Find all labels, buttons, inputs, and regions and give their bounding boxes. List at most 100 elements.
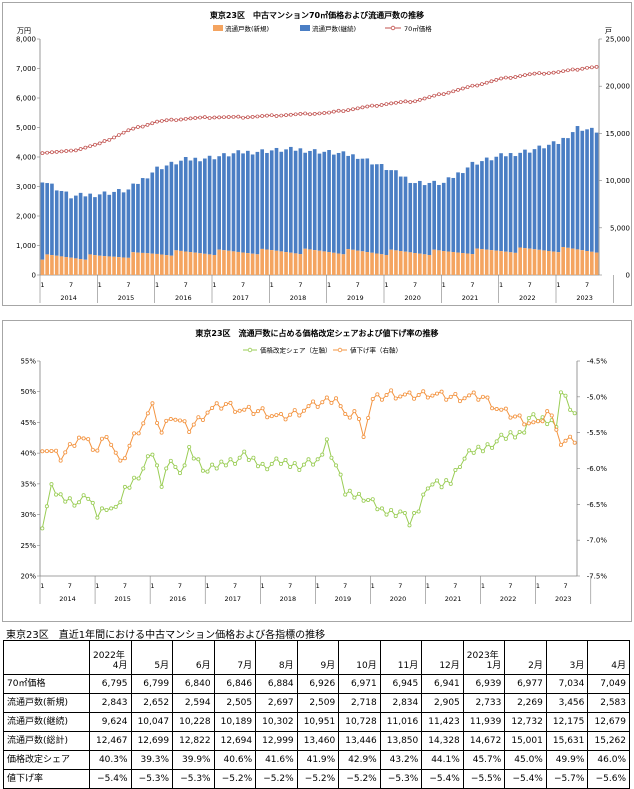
price-reduction-rate-point xyxy=(214,401,219,406)
price-point xyxy=(112,135,116,140)
table-cell: 10,228 xyxy=(172,712,215,732)
bar-continuing-units xyxy=(83,196,88,260)
bar-new-units xyxy=(198,253,202,275)
chart1-year-label: 2022 xyxy=(519,294,536,302)
bar-continuing-units xyxy=(594,132,599,253)
bar-new-units xyxy=(112,256,116,275)
price-point xyxy=(398,100,403,104)
bar-new-units xyxy=(336,253,341,275)
price-units-chart: 東京23区 中古マンション70㎡価格および流通戸数の推移 万円 戸 流通戸数(新規) 流… xyxy=(2,2,632,306)
price-revision-share-point xyxy=(187,445,192,450)
price-revision-share-point xyxy=(398,509,403,514)
bar-continuing-units xyxy=(169,161,174,256)
price-reduction-rate-point xyxy=(563,438,568,443)
price-revision-share-point xyxy=(563,393,568,398)
share-rate-chart: 東京23区 流通戸数に占める価格改定シェアおよび値下げ率の推移 価格改定シェア（左… xyxy=(2,320,632,622)
price-point xyxy=(303,111,308,116)
bar-continuing-units xyxy=(308,150,312,250)
table-month-label: 2月 xyxy=(528,661,543,671)
bar-new-units xyxy=(551,251,556,275)
metrics-table: 2022年 4月 5月 6月 7月 8月 9月 10月 11月 12月 2023年 1月 2月 3月 4月 7… xyxy=(3,640,630,789)
table-cell: 10,951 xyxy=(296,712,340,732)
table-month-label: 11月 xyxy=(397,661,419,671)
price-revision-share-point xyxy=(122,484,127,489)
table-cell: 2,594 xyxy=(172,693,215,713)
bar-new-units xyxy=(312,250,317,275)
price-revision-share-point xyxy=(269,461,274,466)
chart1-year-label: 2015 xyxy=(118,294,135,302)
price-point xyxy=(308,112,312,117)
table-cell: 11,939 xyxy=(462,712,506,732)
price-reduction-rate-point xyxy=(150,401,155,406)
chart2-year-label: 2016 xyxy=(169,595,186,603)
table-cell: 12,699 xyxy=(130,731,174,751)
table-cell: 40.6% xyxy=(213,750,257,770)
price-reduction-rate-point xyxy=(196,415,201,420)
price-reduction-rate-point xyxy=(549,413,554,418)
chart1-year-label: 2023 xyxy=(576,294,593,302)
price-revision-share-point xyxy=(260,461,265,466)
bar-new-units xyxy=(222,250,226,275)
bar-new-units xyxy=(384,254,389,275)
price-point xyxy=(589,65,594,70)
price-point xyxy=(594,65,599,69)
bar-continuing-units xyxy=(360,158,365,252)
table-month-label: 9月 xyxy=(320,661,336,671)
bar-continuing-units xyxy=(389,170,393,250)
bar-new-units xyxy=(446,251,451,275)
bar-continuing-units xyxy=(542,148,546,251)
bar-continuing-units xyxy=(284,149,288,253)
chart1-month-label: 7 xyxy=(413,281,417,289)
chart2-year-label: 2023 xyxy=(555,595,572,603)
price-reduction-rate-point xyxy=(67,442,72,447)
price-revision-share-point xyxy=(324,437,329,442)
price-reduction-rate-point xyxy=(430,393,435,398)
bar-continuing-units xyxy=(480,161,484,250)
bar-continuing-units xyxy=(198,161,202,254)
chart2-month-label: 7 xyxy=(288,582,292,590)
bar-continuing-units xyxy=(145,178,150,254)
chart2-left-tick-label: 40% xyxy=(20,450,36,458)
chart2-legend-marker-0 xyxy=(247,347,253,353)
price-reduction-rate-point xyxy=(480,394,485,399)
price-point xyxy=(394,100,398,105)
price-revision-share-point xyxy=(384,512,389,517)
price-reduction-rate-point xyxy=(109,442,114,447)
price-reduction-rate-point xyxy=(155,420,160,425)
price-revision-share-point xyxy=(109,506,114,511)
bar-continuing-units xyxy=(365,158,370,253)
price-revision-share-point xyxy=(379,506,384,511)
price-reduction-rate-point xyxy=(228,400,233,405)
price-point xyxy=(155,119,159,124)
price-point xyxy=(222,115,226,120)
bar-new-units xyxy=(136,252,140,275)
price-reduction-rate-point xyxy=(104,434,109,439)
bar-continuing-units xyxy=(174,164,178,251)
bar-continuing-units xyxy=(155,166,159,254)
table-column-header: 12月 xyxy=(421,640,464,675)
bar-new-units xyxy=(508,252,513,275)
bar-continuing-units xyxy=(40,182,45,260)
chart2-right-tick-label: -4.5% xyxy=(587,358,608,366)
price-reduction-rate-point xyxy=(343,412,348,417)
bar-new-units xyxy=(475,248,479,275)
price-reduction-rate-point xyxy=(233,409,238,414)
price-revision-share-point xyxy=(278,461,283,466)
price-revision-share-point xyxy=(292,461,297,466)
bar-continuing-units xyxy=(107,194,112,257)
table-cell: 12,694 xyxy=(213,731,257,751)
bar-continuing-units xyxy=(54,190,59,256)
chart2-month-label: 1 xyxy=(95,582,99,590)
price-reduction-rate-point xyxy=(63,450,68,455)
price-revision-share-point xyxy=(508,430,513,435)
price-reduction-rate-point xyxy=(40,449,45,454)
price-revision-share-point xyxy=(95,515,100,520)
price-point xyxy=(427,95,432,99)
chart2-month-label: 7 xyxy=(233,582,237,590)
price-revision-share-point xyxy=(471,450,476,455)
bar-new-units xyxy=(594,252,599,275)
bar-continuing-units xyxy=(375,164,379,254)
bar-new-units xyxy=(494,250,499,275)
price-reduction-rate-point xyxy=(384,393,389,398)
price-reduction-rate-point xyxy=(416,393,421,398)
